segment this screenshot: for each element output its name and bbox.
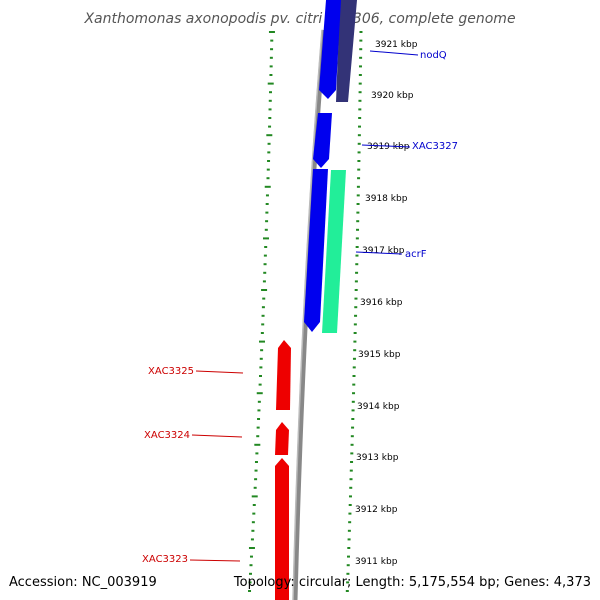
- tick-label: 3920 kbp: [371, 91, 414, 101]
- leader-XAC3324: [191, 434, 243, 438]
- gene-XAC3327-arrow[interactable]: [313, 113, 332, 168]
- gene-nodQ-arrow[interactable]: [319, 0, 341, 99]
- genome-title: Xanthomonas axonopodis pv. citri str. 30…: [83, 11, 515, 27]
- tick-label: 3921 kbp: [375, 40, 418, 50]
- leader-XAC3327: [361, 144, 411, 148]
- leader-XAC3323: [189, 559, 241, 562]
- gene-label-XAC3324[interactable]: XAC3324: [144, 430, 190, 441]
- gene-XAC3325-arrow[interactable]: [276, 340, 291, 410]
- feature-band-dark: [336, 0, 357, 102]
- tick-label: 3919 kbp: [367, 142, 410, 152]
- leader-XAC3325: [195, 370, 244, 374]
- tick-label: 3916 kbp: [360, 298, 403, 308]
- tick-label: 3918 kbp: [365, 194, 408, 204]
- gene-label-nodQ[interactable]: nodQ: [420, 50, 447, 61]
- gene-label-XAC3325[interactable]: XAC3325: [148, 366, 194, 377]
- tick-label: 3915 kbp: [358, 350, 401, 360]
- leader-nodQ: [369, 50, 419, 56]
- tick-label: 3914 kbp: [357, 402, 400, 412]
- rna-gene-band: [322, 170, 346, 333]
- gene-XAC3323-arrow[interactable]: [275, 458, 289, 600]
- tick-label: 3913 kbp: [356, 453, 399, 463]
- genome-backbone-highlight: [292, 29, 323, 600]
- tick-label: 3917 kbp: [362, 246, 405, 256]
- genome-summary-text: Topology: circular; Length: 5,175,554 bp…: [233, 575, 591, 590]
- scale-ticks: 3921 kbp 3920 kbp 3919 kbp 3918 kbp 3917…: [355, 40, 418, 567]
- gene-label-XAC3327[interactable]: XAC3327: [412, 141, 458, 152]
- gene-acrF-arrow[interactable]: [304, 169, 328, 332]
- tick-rings: [248, 31, 363, 592]
- leader-acrF: [355, 251, 403, 255]
- accession-text: Accession: NC_003919: [9, 575, 157, 590]
- gene-XAC3324-arrow[interactable]: [275, 422, 289, 455]
- tick-label: 3912 kbp: [355, 505, 398, 515]
- gene-label-XAC3323[interactable]: XAC3323: [142, 554, 188, 565]
- tick-label: 3911 kbp: [355, 557, 398, 567]
- gene-label-acrF[interactable]: acrF: [405, 249, 427, 260]
